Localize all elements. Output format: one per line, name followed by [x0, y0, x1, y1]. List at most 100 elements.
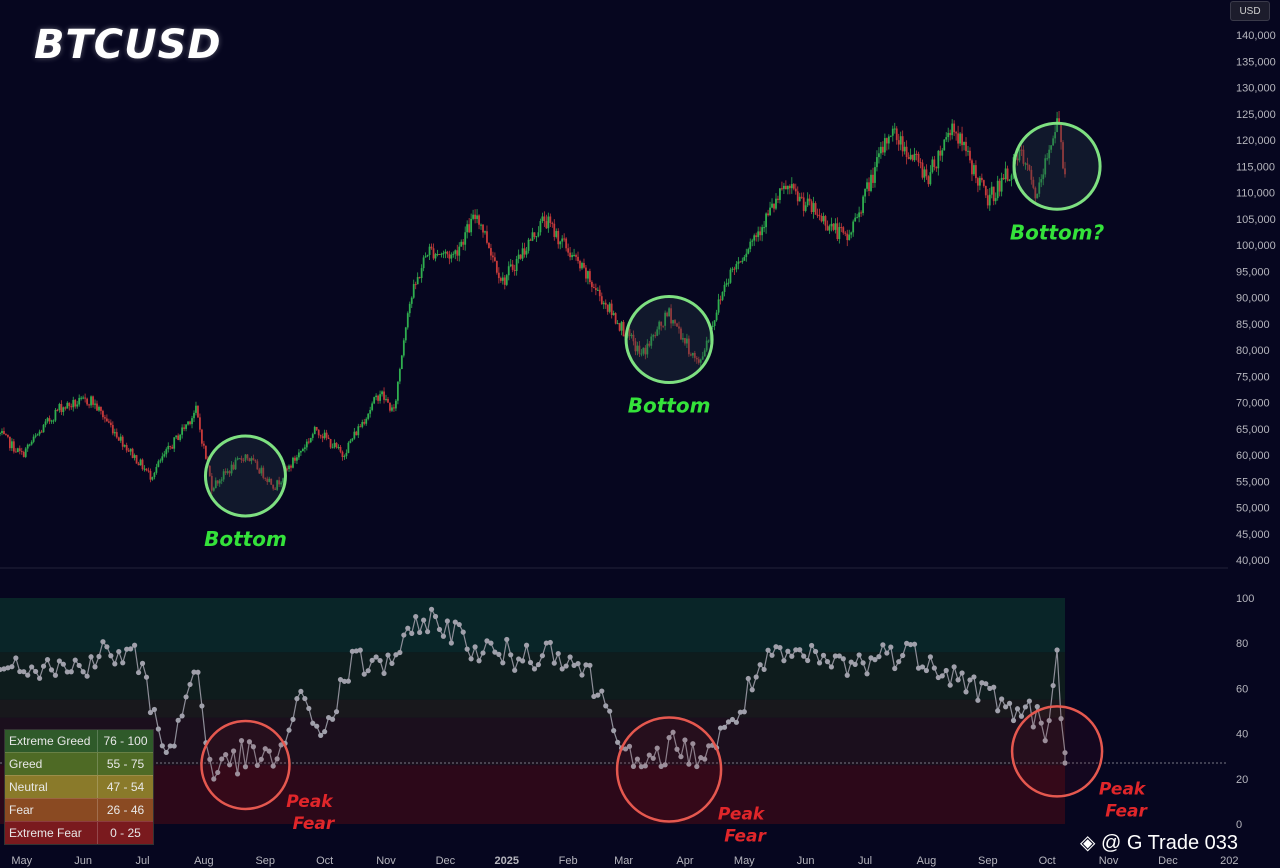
price-tick-label: 105,000 [1236, 214, 1276, 226]
candle-body [1054, 132, 1057, 139]
price-tick-label: 100,000 [1236, 240, 1276, 252]
candle-body [248, 458, 251, 462]
candle-body [242, 460, 245, 462]
candle-body [509, 264, 512, 267]
candle-body [478, 215, 480, 225]
sentiment-point [579, 672, 585, 678]
candle-body [296, 457, 298, 461]
sentiment-point [737, 709, 743, 715]
sentiment-point [923, 667, 930, 674]
candle-body [1050, 145, 1053, 150]
price-tick-label: 55,000 [1236, 476, 1270, 488]
candle-body [935, 167, 938, 169]
sentiment-point [322, 729, 328, 735]
candle-body [895, 128, 898, 141]
sentiment-point [595, 692, 601, 698]
candle-body [763, 227, 766, 229]
candle-body [612, 313, 615, 315]
sentiment-point [128, 646, 134, 652]
price-tick-label: 45,000 [1236, 529, 1270, 541]
candle-body [676, 323, 678, 327]
sentiment-point [931, 665, 937, 671]
candle-body [973, 165, 975, 175]
sentiment-point [341, 678, 348, 684]
candle-body [565, 238, 568, 249]
candle-body [3, 431, 5, 435]
sentiment-point [223, 752, 229, 758]
candle-body [252, 458, 255, 460]
candle-body [460, 241, 463, 247]
sentiment-point [242, 764, 249, 770]
candle-body [501, 277, 504, 281]
candle-body [432, 248, 435, 259]
sentiment-point [278, 742, 284, 748]
candle-body [464, 232, 467, 245]
candle-body [22, 451, 25, 457]
sentiment-point [183, 694, 189, 700]
watermark-text: @ G Trade 033 [1100, 832, 1238, 854]
sentiment-point [670, 729, 676, 735]
candle-body [0, 433, 1, 435]
candle-body [389, 402, 391, 411]
candle-body [420, 268, 423, 278]
legend-range: 26 - 46 [106, 803, 145, 817]
sentiment-point [262, 746, 268, 752]
sentiment-point [432, 613, 439, 620]
candle-body [654, 335, 657, 337]
candle-body [347, 442, 350, 453]
sentiment-point [543, 640, 549, 646]
legend-name: Extreme Fear [5, 822, 98, 844]
candle-body [717, 299, 720, 313]
candle-body [52, 420, 55, 422]
candle-body [153, 472, 156, 478]
candle-body [1008, 179, 1011, 181]
candle-body [648, 343, 651, 346]
candle-body [1000, 177, 1003, 192]
candle-body [258, 469, 261, 474]
peak-fear-label: Fear [1105, 801, 1148, 821]
candle-body [927, 176, 930, 185]
sentiment-point [132, 642, 138, 648]
sentiment-point [995, 708, 1001, 714]
candle-body [678, 326, 680, 329]
sentiment-point [266, 748, 272, 754]
sentiment-point [60, 661, 66, 667]
bottom-circle [203, 434, 287, 518]
candle-body [961, 133, 963, 146]
candle-body [931, 159, 934, 173]
candle-body [1036, 193, 1039, 199]
candle-body [585, 267, 587, 279]
candle-body [689, 354, 692, 356]
candle-body [450, 254, 453, 259]
candle-body [731, 268, 734, 270]
sentiment-point [345, 678, 352, 684]
candle-body [102, 410, 104, 418]
candle-body [254, 459, 257, 462]
sentiment-point [306, 705, 312, 712]
sentiment-point [527, 659, 534, 666]
candle-body [549, 216, 552, 223]
currency-label[interactable]: USD [1230, 1, 1270, 21]
time-tick-label: Sep [978, 855, 998, 867]
sentiment-point [124, 646, 130, 652]
candle-body [155, 466, 158, 473]
candle-body [761, 227, 764, 236]
sentiment-point [96, 653, 102, 660]
sentiment-point [777, 644, 783, 651]
time-tick-label: Jun [797, 855, 815, 867]
candle-body [850, 232, 853, 235]
sentiment-point [626, 743, 633, 749]
sentiment-point [559, 666, 565, 672]
candle-body [755, 235, 758, 238]
candle-body [505, 275, 508, 285]
sentiment-point [1062, 750, 1068, 756]
sentiment-point [531, 666, 538, 672]
candle-body [341, 451, 344, 457]
candle-body [891, 128, 894, 136]
candle-body [783, 185, 785, 189]
candle-body [220, 479, 223, 481]
candle-body [769, 207, 771, 216]
candle-body [1034, 187, 1037, 199]
candle-body [125, 445, 128, 451]
candle-body [274, 488, 277, 490]
